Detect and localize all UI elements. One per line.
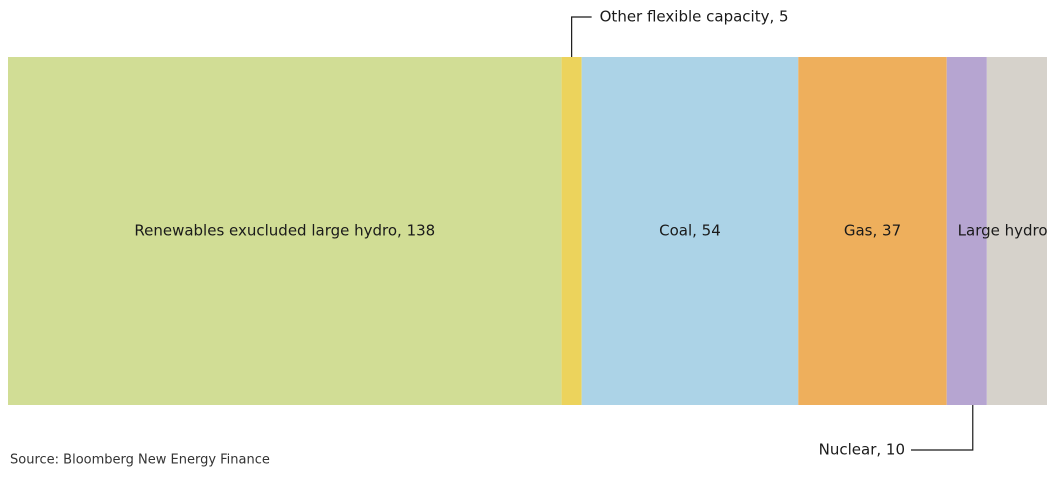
segment-label: Other flexible capacity, 5 bbox=[600, 8, 789, 26]
bar-segment bbox=[798, 57, 947, 405]
segment-label: Renewables exucluded large hydro, 138 bbox=[134, 222, 435, 240]
leader-line bbox=[911, 405, 974, 451]
bar-segment bbox=[946, 57, 987, 405]
source-note: Source: Bloomberg New Energy Finance bbox=[10, 453, 270, 468]
segment-label: Large hydro, 15 bbox=[958, 222, 1047, 240]
leader-line bbox=[571, 16, 592, 57]
segment-label: Coal, 54 bbox=[659, 222, 721, 240]
segment-label: Gas, 37 bbox=[844, 222, 901, 240]
bar-segment bbox=[8, 57, 562, 405]
bar-segment bbox=[581, 57, 799, 405]
segment-label: Nuclear, 10 bbox=[819, 441, 905, 459]
bar-segment bbox=[561, 57, 582, 405]
bar-segment bbox=[986, 57, 1047, 405]
